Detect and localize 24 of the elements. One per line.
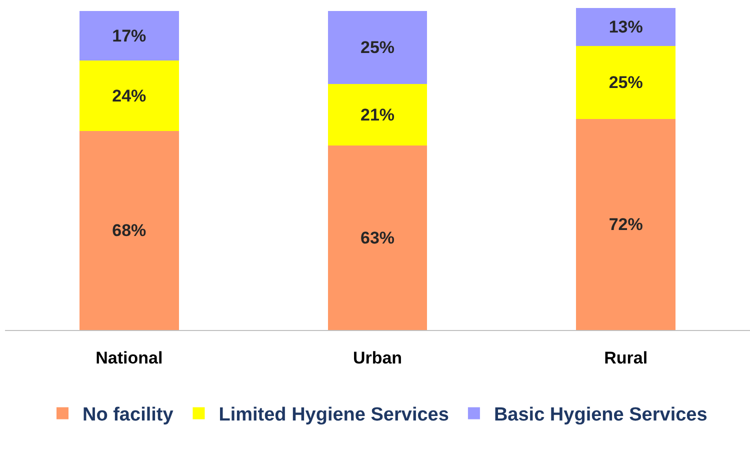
data-label: 21% — [360, 105, 395, 124]
legend-label: No facility — [82, 404, 174, 426]
data-label: 68% — [112, 220, 146, 240]
data-label: 63% — [360, 228, 395, 248]
legend-label: Limited Hygiene Services — [218, 404, 449, 426]
x-tick-label: Rural — [604, 348, 648, 368]
data-label: 25% — [360, 38, 395, 58]
data-label: 24% — [112, 86, 146, 106]
data-label: 25% — [608, 73, 643, 92]
bar — [576, 8, 676, 46]
bar — [576, 119, 676, 330]
bar — [328, 10, 428, 84]
bar — [80, 130, 179, 330]
x-tick-label: Urban — [352, 348, 402, 368]
x-tick-label: National — [96, 348, 163, 368]
bar — [328, 146, 428, 330]
bar — [80, 10, 179, 61]
data-label: 72% — [608, 215, 643, 234]
bar — [576, 46, 676, 120]
bar — [328, 84, 428, 146]
data-label: 13% — [608, 18, 643, 37]
data-label: 17% — [112, 26, 146, 46]
bar — [80, 60, 179, 131]
legend-label: Basic Hygiene Services — [494, 404, 708, 426]
